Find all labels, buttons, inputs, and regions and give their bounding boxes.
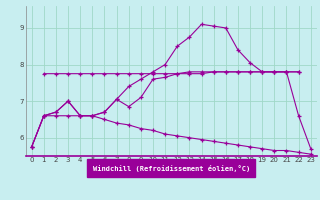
X-axis label: Windchill (Refroidissement éolien,°C): Windchill (Refroidissement éolien,°C) xyxy=(92,165,250,172)
